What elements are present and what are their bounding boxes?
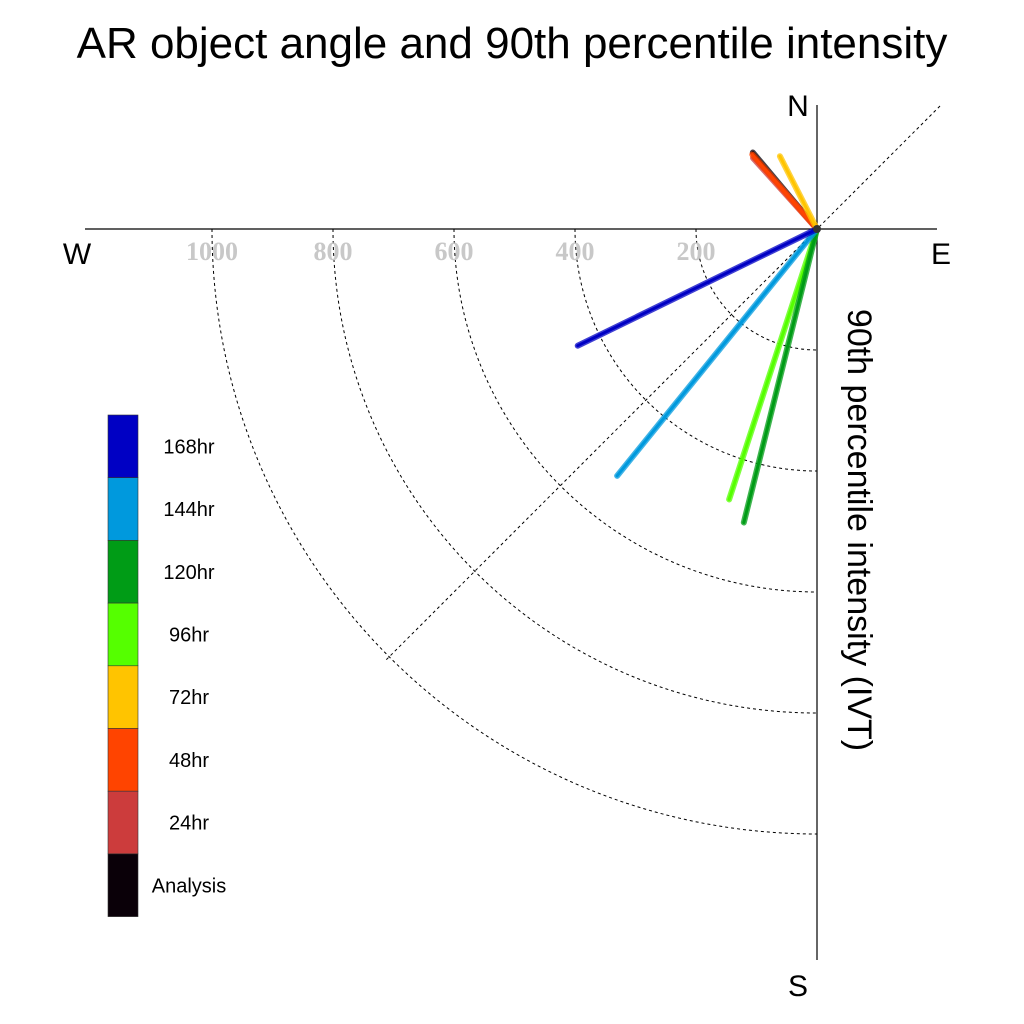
polar-grid [85,105,941,960]
radial-tick-label: 400 [556,237,595,266]
legend-swatch-96hr [107,602,139,667]
legend-swatch-120hr [107,540,139,604]
legend-swatch-analysis [107,853,139,917]
legend-swatch-72hr [107,665,139,729]
legend-swatch-144hr [107,477,139,541]
radial-ring [211,228,818,835]
series-line-144hr [614,226,820,479]
radial-tick-labels: 200 400 600 800 1000 [186,237,716,266]
legend-label-96hr: 96hr [169,624,209,646]
compass-west: W [63,238,92,271]
diagonal-line [385,105,941,661]
radial-tick-label: 800 [314,237,353,266]
compass-north: N [787,90,809,123]
legend-label-72hr: 72hr [169,687,209,709]
radial-axis-label: 90th percentile intensity (IVT) [840,309,878,751]
radial-tick-label: 1000 [186,237,238,266]
radial-ring [332,228,818,714]
radial-tick-label: 600 [435,237,474,266]
series-lines [574,149,820,526]
series-line-120hr [740,226,820,526]
legend-swatch-168hr [107,414,139,479]
series-line-168hr [574,226,820,349]
compass-east: E [931,238,951,271]
radial-ring [695,228,818,351]
legend-label-analysis: Analysis [152,875,226,897]
origin-point [813,225,821,233]
legend-swatch-24hr [107,790,139,855]
radial-ring [453,228,818,593]
compass-south: S [788,970,808,1003]
legend-label-168hr: 168hr [163,436,214,458]
legend-swatch-48hr [107,728,139,792]
radial-ring [574,228,818,472]
legend-label-48hr: 48hr [169,750,209,772]
series-line-72hr [776,153,820,232]
legend-label-24hr: 24hr [169,813,209,835]
radial-tick-label: 200 [677,237,716,266]
legend-label-120hr: 120hr [163,562,214,584]
legend: 168hr 144hr 120hr 96hr 72hr 48hr 24hr Analysis [107,414,226,917]
chart-title: AR object angle and 90th percentile inte… [77,19,948,68]
series-line-48hr [749,151,820,232]
legend-label-144hr: 144hr [163,499,214,521]
series-line-96hr [726,226,820,503]
